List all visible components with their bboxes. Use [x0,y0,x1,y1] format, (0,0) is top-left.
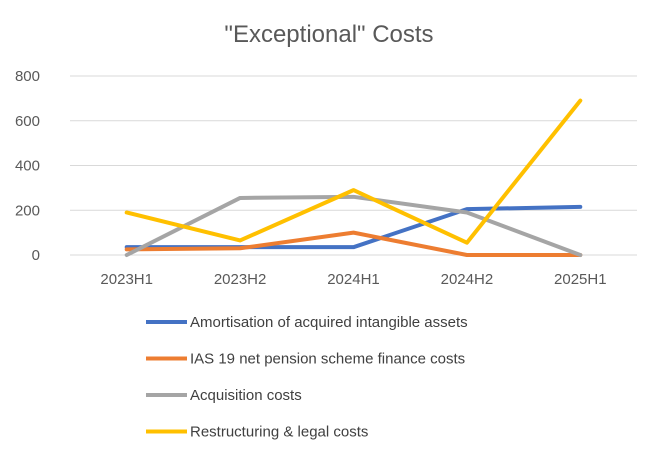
series-lines [124,98,583,257]
x-tick-label: 2023H2 [214,271,267,288]
gridlines [70,75,637,256]
y-tick-label: 600 [15,113,40,130]
legend-label: Acquisition costs [190,387,302,404]
y-tick-label: 400 [15,158,40,175]
legend-label: Amortisation of acquired intangible asse… [190,314,468,331]
x-axis-ticks: 2023H1 2023H2 2024H1 2024H2 2025H1 [100,271,606,288]
legend-label: Restructuring & legal costs [190,424,368,441]
series-line-2 [124,230,583,257]
series-line-1 [124,204,583,250]
legend-label: IAS 19 net pension scheme finance costs [190,351,465,368]
x-tick-label: 2025H1 [554,271,607,288]
y-axis-ticks: 0 200 400 600 800 [15,68,40,264]
y-tick-label: 200 [15,202,40,219]
x-tick-label: 2023H1 [100,271,153,288]
x-tick-label: 2024H1 [327,271,380,288]
series-line-4 [124,98,583,245]
x-tick-label: 2024H2 [441,271,494,288]
series-line-3 [124,194,583,257]
chart-title: "Exceptional" Costs [224,21,433,48]
y-tick-label: 800 [15,68,40,85]
legend: Amortisation of acquired intangible asse… [146,314,468,441]
y-tick-label: 0 [32,247,40,264]
